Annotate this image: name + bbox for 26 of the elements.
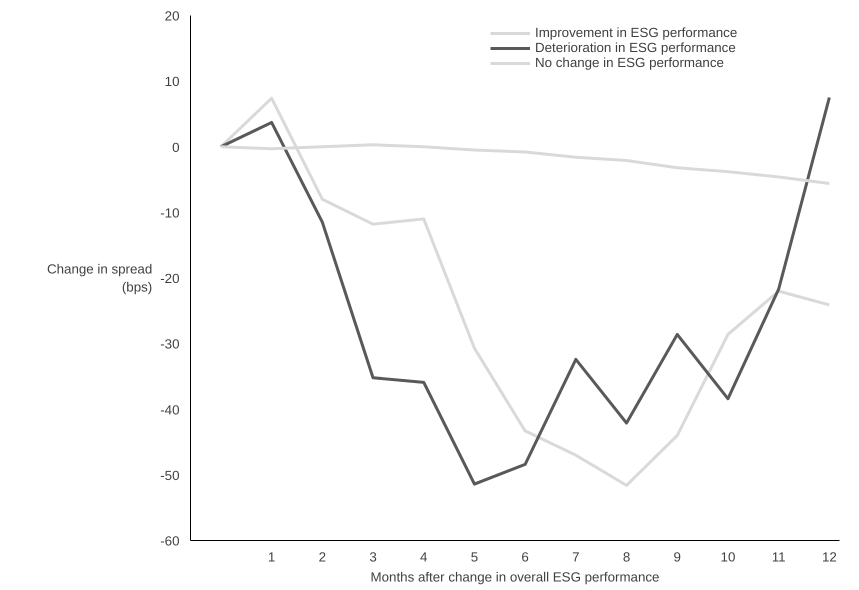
x-tick-label: 6 <box>521 550 529 564</box>
y-tick-label: 10 <box>164 74 180 90</box>
x-tick-label: 5 <box>470 550 478 564</box>
y-tick-label: 0 <box>172 140 180 155</box>
y-tick-label: -20 <box>160 271 180 286</box>
x-tick-label: 2 <box>318 550 326 564</box>
y-tick-label: -40 <box>160 402 180 418</box>
y-tick-label: -60 <box>160 534 180 548</box>
y-axis-title: Change in spread (bps) <box>47 262 152 294</box>
x-tick-label: 8 <box>622 550 630 564</box>
x-tick-label: 10 <box>720 550 736 564</box>
x-tick-label: 11 <box>772 550 786 564</box>
x-tick-label: 1 <box>268 550 276 564</box>
x-axis-title: Months after change in overall ESG performance <box>370 570 660 584</box>
x-tick-label: 4 <box>420 550 428 564</box>
y-tick-label: -10 <box>160 205 180 220</box>
legend-label: No change in ESG performance <box>535 55 724 70</box>
x-tick-label: 7 <box>572 550 580 564</box>
legend-label: Improvement in ESG performance <box>535 25 738 40</box>
y-tick-label: 20 <box>164 8 180 24</box>
x-tick-label: 3 <box>369 550 377 564</box>
x-tick-label: 12 <box>822 550 837 564</box>
legend-label: Deterioration in ESG performance <box>535 40 736 55</box>
y-tick-label: -50 <box>160 468 180 483</box>
x-tick-label: 9 <box>674 550 681 564</box>
y-tick-label: -30 <box>160 336 180 352</box>
